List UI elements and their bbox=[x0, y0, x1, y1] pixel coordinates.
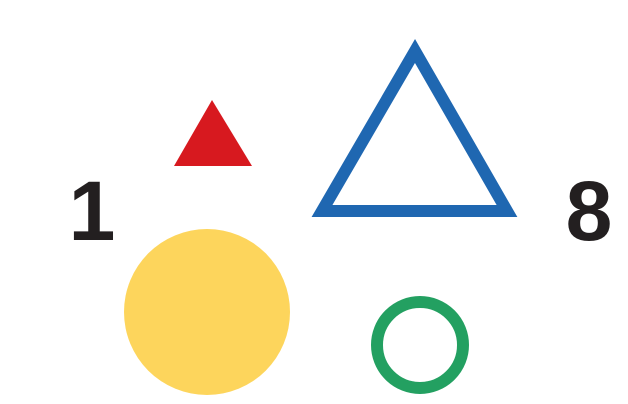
large-yellow-circle bbox=[124, 229, 290, 395]
large-blue-outline-triangle bbox=[311, 39, 518, 217]
small-green-outline-circle bbox=[371, 296, 469, 394]
number-left: 1 bbox=[69, 164, 116, 258]
number-right: 8 bbox=[566, 164, 613, 258]
small-red-triangle bbox=[174, 100, 252, 166]
